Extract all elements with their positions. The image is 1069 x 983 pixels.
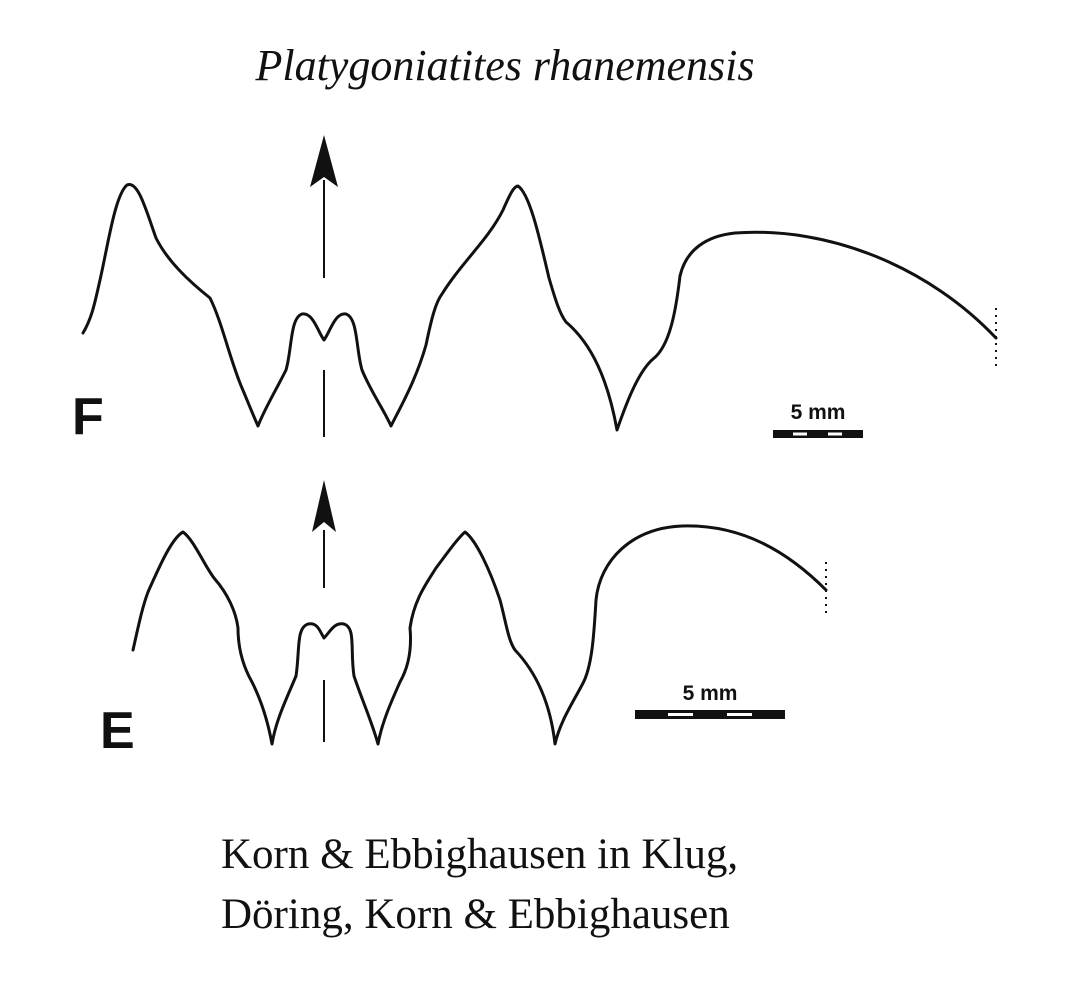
panel-f: F 5 mm [72,135,998,446]
arrowhead-icon [312,480,336,532]
scale-bar-tick [727,713,752,716]
suture-line-f [81,183,998,432]
scale-bar-track-f [773,430,863,438]
scale-label-e: 5 mm [683,682,738,705]
scale-bar-track-e [635,710,785,719]
citation-line-1: Korn & Ebbighausen in Klug, [221,831,738,878]
arrowhead-icon [310,135,338,187]
scale-bar-f: 5 mm [773,401,863,438]
scale-bar-e: 5 mm [635,682,785,719]
citation: Korn & Ebbighausen in Klug, Döring, Korn… [221,831,738,938]
scale-bar-tick [793,432,807,436]
scale-bar-tick [828,432,842,436]
suture-line-e [131,524,828,746]
panel-label-e: E [100,702,135,760]
panel-e: E 5 mm [100,480,828,760]
panel-label-f: F [72,388,104,446]
citation-line-2: Döring, Korn & Ebbighausen [221,891,730,938]
scale-bar-tick [668,713,693,716]
species-title: Platygoniatites rhanemensis [254,41,754,90]
scale-label-f: 5 mm [791,401,846,424]
